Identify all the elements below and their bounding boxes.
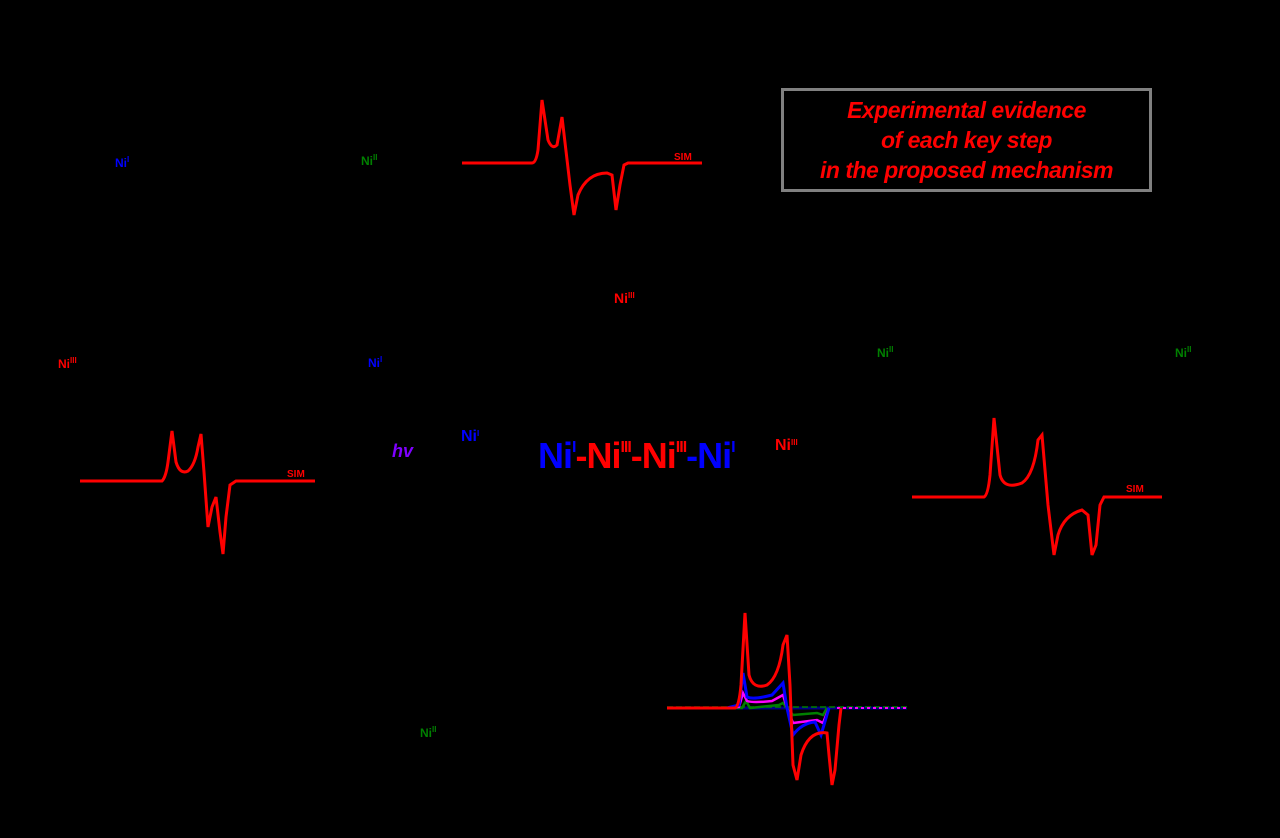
chain-part-2: -NiIII — [575, 435, 631, 476]
chain-part-1: NiI — [538, 435, 577, 476]
sim-label-top: SIM — [674, 152, 692, 163]
ni-label-mid-left: NiIII — [58, 356, 77, 371]
ni-label-center-top: NiIII — [614, 290, 635, 306]
epr-spectrum-left — [80, 430, 315, 555]
chain-part-4: -NiI — [686, 435, 736, 476]
evidence-box: Experimental evidence of each key step i… — [781, 88, 1152, 192]
ni-label-center-right: NiIII — [775, 437, 798, 454]
ni-label-top-mid: NiII — [361, 153, 378, 168]
ni-label-bottom: NiII — [420, 725, 437, 740]
ni-label-mid-right-2: NiII — [1175, 345, 1192, 360]
sim-label-left: SIM — [287, 469, 305, 480]
epr-spectrum-bottom-overlay — [667, 612, 907, 786]
ni-label-mid-right-1: NiII — [877, 345, 894, 360]
chain-part-3: -NiIII — [630, 435, 687, 476]
epr-spectrum-top — [462, 99, 702, 216]
evidence-line-3: in the proposed mechanism — [820, 157, 1113, 183]
ni-label-center-blue: NiI — [461, 428, 480, 445]
ni-chain-label: NiI-NiIII-NiIII-NiI — [538, 435, 736, 476]
ni-label-mid-left-blue: NiI — [368, 355, 383, 370]
ni-label-top-left: NiI — [115, 155, 130, 170]
photon-label: hv — [392, 441, 414, 461]
evidence-line-2: of each key step — [881, 127, 1052, 153]
evidence-line-1: Experimental evidence — [847, 97, 1086, 123]
epr-spectrum-right — [912, 417, 1162, 556]
sim-label-right: SIM — [1126, 484, 1144, 495]
